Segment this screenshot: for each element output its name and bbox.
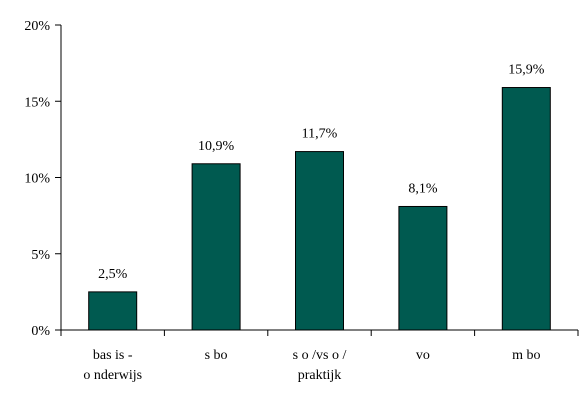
bar (501, 87, 551, 331)
y-tick-label: 0% (31, 324, 50, 339)
y-tick-label: 10% (24, 172, 50, 187)
bar (398, 205, 448, 331)
x-category-label: praktijk (298, 368, 342, 383)
x-category-label: m bo (512, 348, 540, 363)
x-category-label: s o /vs o / (293, 348, 347, 363)
data-labels-group: 2,5% 10,9% 11,7% 8,1% 15,9% (98, 63, 545, 282)
bar-value-label: 11,7% (302, 127, 338, 142)
y-tick-label: 15% (24, 95, 50, 110)
bar-value-label: 10,9% (198, 139, 235, 154)
x-category-label: o nderwijs (83, 368, 142, 383)
x-category-label: s bo (205, 348, 228, 363)
y-tick-label: 20% (24, 19, 50, 34)
bar-value-label: 15,9% (508, 63, 545, 78)
x-category-label: vo (416, 348, 430, 363)
bars-group (88, 87, 551, 331)
bar (88, 291, 138, 331)
y-axis-ticks: 0% 5% 10% 15% 20% (24, 19, 61, 339)
bar-value-label: 8,1% (408, 181, 438, 196)
x-category-label: bas is - (93, 348, 133, 363)
category-labels-group: bas is - o nderwijs s bo s o /vs o / praktij… (83, 348, 540, 383)
y-tick-label: 5% (31, 248, 50, 263)
bar (295, 151, 344, 331)
bar (191, 163, 241, 331)
bar-value-label: 2,5% (98, 267, 128, 282)
x-axis-ticks (60, 330, 579, 336)
